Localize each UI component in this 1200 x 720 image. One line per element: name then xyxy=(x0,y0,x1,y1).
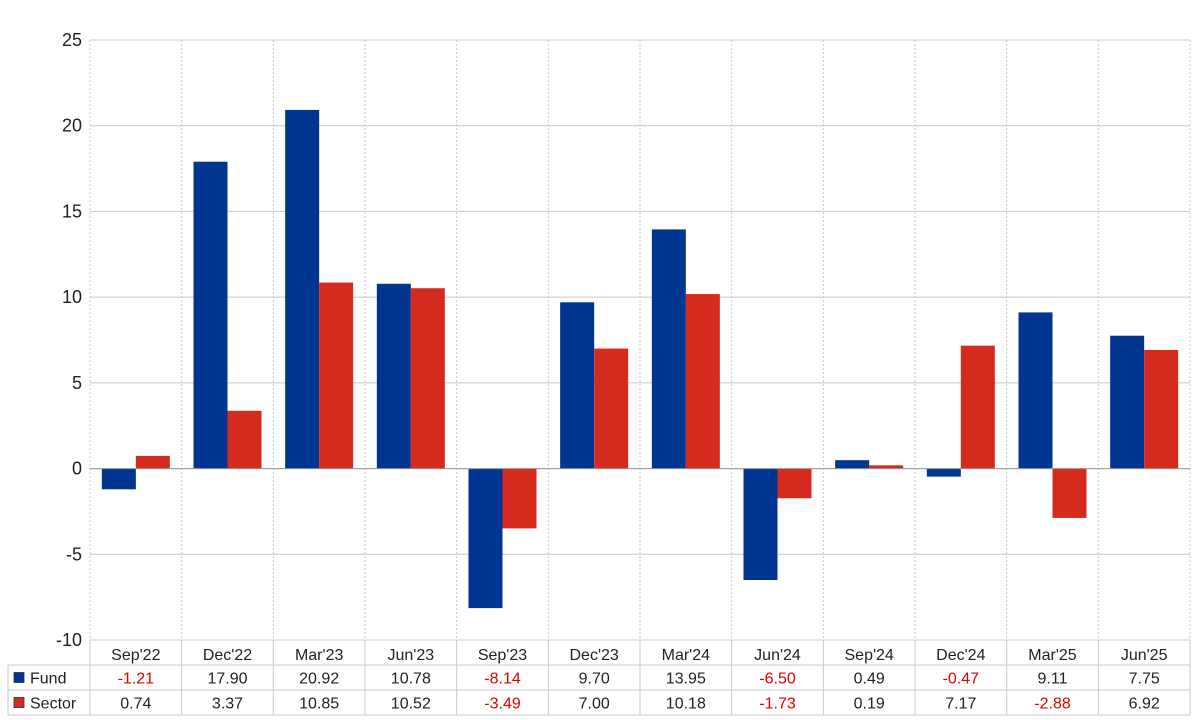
sector-bar xyxy=(777,468,812,499)
sector-bar xyxy=(685,294,720,469)
y-tick-label: 15 xyxy=(62,201,82,221)
sector-data-label: 10.52 xyxy=(391,696,431,713)
fund-bar xyxy=(101,468,136,490)
fund-data-label: 0.49 xyxy=(854,671,885,688)
sector-legend-label: Sector xyxy=(30,696,77,713)
sector-data-label: 7.17 xyxy=(945,696,976,713)
fund-data-label: -6.50 xyxy=(759,671,796,688)
fund-data-label: 17.90 xyxy=(207,671,247,688)
x-tick-label: Mar'24 xyxy=(662,647,711,664)
sector-bar xyxy=(1052,468,1087,518)
x-tick-label: Mar'25 xyxy=(1028,647,1077,664)
y-tick-label: -5 xyxy=(66,544,82,564)
sector-data-label: -1.73 xyxy=(759,696,796,713)
sector-data-label: 10.18 xyxy=(666,696,706,713)
fund-data-label: 9.70 xyxy=(579,671,610,688)
x-tick-label: Jun'23 xyxy=(388,647,435,664)
fund-bar xyxy=(835,460,870,469)
fund-data-label: 20.92 xyxy=(299,671,339,688)
sector-data-label: 0.19 xyxy=(854,696,885,713)
fund-data-label: -1.21 xyxy=(118,671,155,688)
x-tick-label: Jun'25 xyxy=(1121,647,1168,664)
fund-data-label: -0.47 xyxy=(943,671,980,688)
sector-bar xyxy=(594,348,629,469)
y-tick-label: 10 xyxy=(62,287,82,307)
x-tick-label: Dec'24 xyxy=(936,647,985,664)
sector-data-label: 6.92 xyxy=(1129,696,1160,713)
sector-bar xyxy=(319,282,354,469)
y-tick-label: -10 xyxy=(56,630,82,650)
sector-data-label: -2.88 xyxy=(1034,696,1071,713)
x-tick-label: Dec'22 xyxy=(203,647,252,664)
y-tick-label: 0 xyxy=(72,459,82,479)
y-tick-label: 5 xyxy=(72,373,82,393)
sector-bar xyxy=(410,288,445,469)
x-tick-label: Mar'23 xyxy=(295,647,344,664)
y-tick-label: 25 xyxy=(62,30,82,50)
x-tick-label: Dec'23 xyxy=(570,647,619,664)
fund-bar xyxy=(285,109,320,469)
fund-data-label: 9.11 xyxy=(1038,671,1068,688)
fund-bar xyxy=(1110,335,1145,469)
x-tick-label: Sep'23 xyxy=(478,647,527,664)
x-tick-label: Sep'22 xyxy=(111,647,160,664)
fund-data-label: 10.78 xyxy=(391,671,431,688)
sector-legend-swatch xyxy=(13,697,25,708)
sector-bar xyxy=(227,410,262,469)
fund-bar xyxy=(468,468,503,609)
x-tick-label: Jun'24 xyxy=(754,647,801,664)
fund-data-label: 13.95 xyxy=(666,671,706,688)
sector-data-label: 3.37 xyxy=(212,696,243,713)
sector-data-label: 7.00 xyxy=(579,696,610,713)
fund-legend-swatch xyxy=(13,672,25,683)
fund-data-label: 7.75 xyxy=(1129,671,1160,688)
fund-legend-label: Fund xyxy=(30,671,66,688)
x-tick-label: Sep'24 xyxy=(845,647,894,664)
fund-bar xyxy=(376,283,411,469)
sector-bar xyxy=(502,468,537,529)
y-tick-label: 20 xyxy=(62,116,82,136)
sector-data-label: 0.74 xyxy=(120,696,151,713)
sector-data-label: 10.85 xyxy=(299,696,339,713)
fund-bar xyxy=(926,468,961,477)
fund-bar xyxy=(193,161,228,469)
sector-bar xyxy=(135,455,170,469)
fund-bar xyxy=(1018,312,1053,469)
fund-bar xyxy=(560,302,595,469)
sector-bar xyxy=(1144,349,1179,469)
fund-data-label: -8.14 xyxy=(484,671,521,688)
sector-bar xyxy=(960,345,995,469)
sector-data-label: -3.49 xyxy=(484,696,521,713)
sector-bar xyxy=(869,465,904,469)
fund-bar xyxy=(651,229,686,469)
fund-bar xyxy=(743,468,778,580)
